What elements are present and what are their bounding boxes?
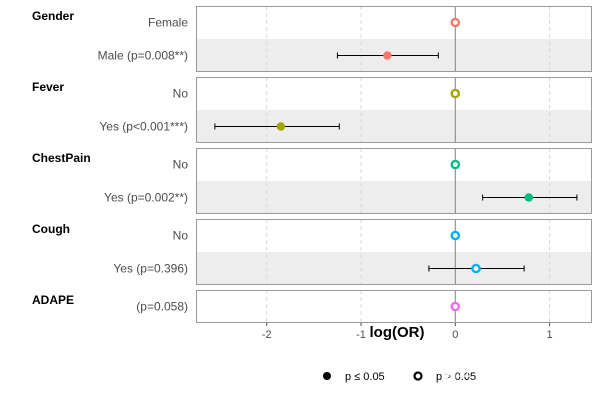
panel-border [196, 148, 592, 214]
panel-border [196, 219, 592, 285]
x-tick-label: -2 [262, 329, 272, 341]
row-label: No [173, 229, 189, 243]
panel-border [196, 6, 592, 72]
facet-panel-cough: Cough No Yes (p=0.396) [32, 219, 592, 285]
group-label: ADAPE [32, 293, 74, 307]
row-label: Male (p=0.008**) [98, 49, 188, 63]
legend-label: p ≤ 0.05 [345, 371, 385, 383]
legend-key-significant [323, 372, 331, 380]
estimate-point [450, 159, 461, 170]
row-label: Yes (p<0.001***) [99, 120, 188, 134]
legend: p ≤ 0.05 p > 0.05 [323, 371, 476, 383]
panel-border [196, 290, 592, 323]
estimate-point [383, 51, 392, 60]
group-label: ChestPain [32, 151, 91, 165]
row-label: Yes (p=0.396) [113, 262, 188, 276]
estimate-point [450, 230, 461, 241]
x-tick-label: -1 [356, 329, 366, 341]
row-label: No [173, 87, 189, 101]
row-label: Yes (p=0.002**) [104, 191, 188, 205]
estimate-point [450, 17, 461, 28]
facet-panel-adape: ADAPE (p=0.058) [32, 290, 592, 323]
watermark: 知乎 @R语言学习笔记 [443, 368, 583, 384]
x-tick-label: 1 [547, 329, 553, 341]
facet-panels: Gender Female Male (p=0.008**) Fever No Yes (… [32, 6, 592, 323]
facet-panel-gender: Gender Female Male (p=0.008**) [32, 6, 592, 72]
facet-panel-chestpain: ChestPain No Yes (p=0.002**) [32, 148, 592, 214]
row-shade [196, 252, 592, 285]
row-label: (p=0.058) [136, 300, 188, 314]
estimate-point [524, 193, 534, 202]
facet-panel-fever: Fever No Yes (p<0.001***) [32, 77, 592, 143]
legend-key-not-significant [413, 371, 423, 381]
estimate-point [471, 263, 481, 274]
group-label: Fever [32, 80, 64, 94]
legend-label: p > 0.05 [436, 371, 476, 383]
x-axis-label: log(OR) [370, 324, 425, 341]
estimate-point [450, 88, 461, 99]
row-label: Female [148, 16, 188, 30]
group-label: Gender [32, 9, 74, 23]
estimate-point [450, 301, 461, 312]
estimate-point [276, 122, 286, 131]
x-axis: -2 -1 0 1 [262, 323, 553, 341]
panel-border [196, 77, 592, 143]
x-tick-label: 0 [452, 329, 458, 341]
row-label: No [173, 158, 189, 172]
group-label: Cough [32, 222, 70, 236]
